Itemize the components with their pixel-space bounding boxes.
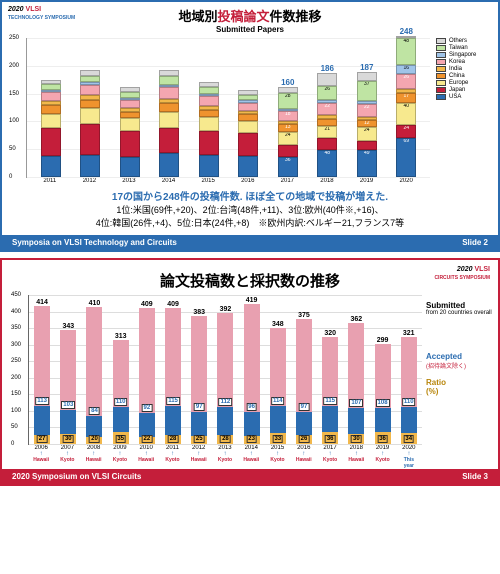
grouped-bar-chart: 0501001502002503003504004504141132734310…: [28, 295, 422, 445]
bar-2011: [41, 80, 61, 177]
c2-side-legend: Submitted from 20 countries overall Acce…: [422, 295, 494, 469]
title-block: 地域別投稿論文件数推移 Submitted Papers: [2, 2, 498, 34]
title-block-2: 論文投稿数と採択数の推移: [2, 260, 498, 293]
stacked-bar-chart: 0501001502002503624131828160482122261864…: [26, 38, 430, 178]
c1-legend: OthersTaiwanSingaporeKoreaIndiaChinaEuro…: [430, 38, 492, 184]
bar-2020: 32111034: [401, 337, 417, 444]
bar-2016: 3759726: [296, 319, 312, 444]
bar-2012: 3839725: [191, 316, 207, 444]
bar-2013: 39211228: [217, 313, 233, 444]
logo-top-left: 2020 VLSI TECHNOLOGY SYMPOSIUM: [8, 6, 75, 21]
bar-2013: [120, 87, 140, 177]
bar-2007: 34310330: [60, 330, 76, 444]
bar-2020: 69244017261648248: [396, 36, 416, 177]
slide-2: 2020 VLSI CIRCUITS SYMPOSIUM 論文投稿数と採択数の推…: [0, 258, 500, 486]
bar-2017: 3624131828160: [278, 87, 298, 177]
logo-sub: TECHNOLOGY SYMPOSIUM: [8, 15, 75, 21]
bar-2016: [238, 90, 258, 177]
bar-2017: 32011536: [322, 337, 338, 444]
bar-2010: 4099222: [139, 308, 155, 444]
c1-xaxis: 2011201220132014201520162017201820192020: [26, 178, 430, 184]
footer: Symposia on VLSI Technology and Circuits…: [2, 235, 498, 250]
bar-2009: 31311035: [113, 340, 129, 444]
bar-2019: 4924122237187: [357, 72, 377, 177]
bar-2015: [199, 82, 219, 177]
bar-2018: 48212226186: [317, 73, 337, 177]
bar-2014: 4199623: [244, 304, 260, 444]
bar-2014: [159, 70, 179, 177]
bar-2006: 41411327: [34, 306, 50, 444]
bar-2012: [80, 70, 100, 177]
bar-2015: 34811433: [270, 328, 286, 444]
bar-2018: 36210730: [348, 323, 364, 444]
bar-2011: 40911528: [165, 308, 181, 444]
caption: 17の国から248件の投稿件数. ほぼ全ての地域で投稿が増えた. 1位:米国(6…: [2, 184, 498, 235]
footer-2: 2020 Symposium on VLSI Circuits Slide 3: [2, 469, 498, 484]
c2-locations: HawaiiKyotoHawaiiKyotoHawaiiKyotoHawaiiK…: [28, 457, 422, 469]
bar-2008: 4108420: [86, 307, 102, 444]
logo-top-right: 2020 VLSI CIRCUITS SYMPOSIUM: [434, 266, 490, 281]
bar-2019: 29910836: [375, 344, 391, 444]
slide-1: 2020 VLSI TECHNOLOGY SYMPOSIUM 地域別投稿論文件数…: [0, 0, 500, 252]
